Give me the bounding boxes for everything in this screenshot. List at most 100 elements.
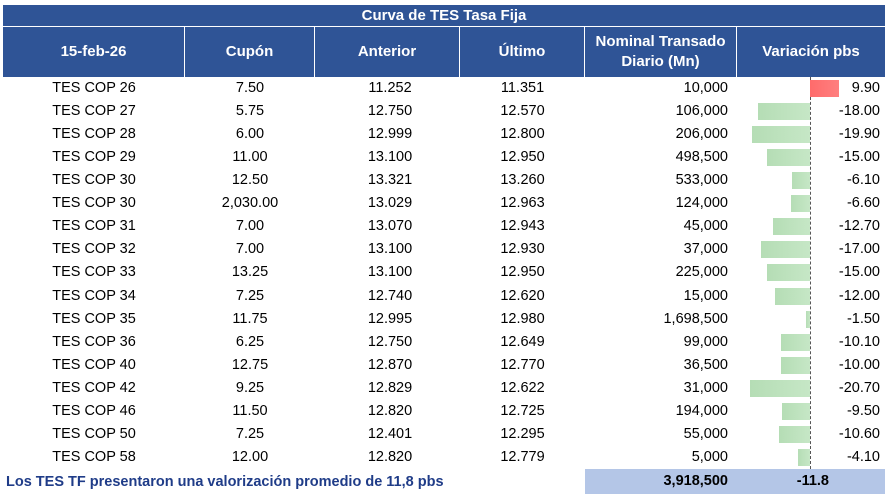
header-cell: Último [460, 27, 585, 77]
variation: -17.00 [838, 241, 880, 258]
bond-name: TES COP 40 [52, 356, 136, 373]
bond-name: TES COP 34 [52, 287, 136, 304]
last: 12.295 [500, 425, 545, 442]
bond-name: TES COP 26 [52, 80, 136, 96]
nominal: 106,000 [675, 103, 728, 120]
bond-name: TES COP 30 [52, 195, 136, 212]
footer-nominal: 3,918,500 [663, 473, 728, 489]
nominal: 10,000 [683, 80, 728, 96]
nominal: 206,000 [675, 126, 728, 143]
variation: -12.70 [838, 218, 880, 235]
previous: 13.100 [367, 241, 413, 258]
nominal: 124,000 [675, 195, 728, 212]
previous: 12.401 [367, 425, 413, 442]
variation: -19.90 [838, 126, 880, 143]
last: 11.351 [500, 80, 545, 96]
variation: -1.50 [846, 310, 880, 327]
variation-bar [773, 218, 810, 236]
variation: -10.10 [838, 333, 880, 350]
bond-name: TES COP 27 [52, 103, 136, 120]
nominal: 498,500 [675, 149, 728, 166]
previous: 12.999 [367, 126, 413, 143]
variation: 9.90 [851, 80, 880, 96]
variation: -15.00 [838, 264, 880, 281]
bond-name: TES COP 50 [52, 425, 136, 442]
last: 12.980 [500, 310, 545, 327]
last: 13.260 [500, 172, 545, 189]
variation-bar [775, 287, 810, 305]
coupon: 11.00 [232, 149, 268, 166]
coupon: 11.50 [232, 402, 268, 419]
nominal: 5,000 [691, 448, 728, 465]
last: 12.620 [500, 287, 545, 304]
header-cell: Anterior [315, 27, 460, 77]
previous: 13.321 [367, 172, 413, 189]
footer-note: Los TES TF presentaron una valorización … [6, 474, 444, 490]
variation-bar [781, 356, 810, 374]
previous: 13.100 [367, 149, 413, 166]
bond-name: TES COP 33 [52, 264, 136, 281]
variation: -15.00 [838, 149, 880, 166]
previous: 12.870 [367, 356, 413, 373]
variation-bar [760, 241, 810, 259]
variation: -10.00 [838, 356, 880, 373]
variation-bar [780, 333, 810, 351]
variation: -6.60 [846, 195, 880, 212]
bond-name: TES COP 42 [52, 379, 136, 396]
header-cell: Cupón [185, 27, 315, 77]
variation: -10.60 [838, 425, 880, 442]
variation-bar [790, 195, 810, 213]
nominal: 225,000 [675, 264, 728, 281]
variation: -4.10 [846, 448, 880, 465]
previous: 12.995 [367, 310, 413, 327]
bond-name: TES COP 30 [52, 172, 136, 189]
variation-bar [782, 402, 810, 420]
coupon: 7.50 [235, 80, 265, 96]
last: 12.779 [500, 448, 545, 465]
nominal: 31,000 [683, 379, 728, 396]
coupon: 9.25 [235, 379, 265, 396]
variation-bar [752, 126, 810, 144]
nominal: 36,500 [683, 356, 728, 373]
variation: -18.00 [838, 103, 880, 120]
nominal: 194,000 [675, 402, 728, 419]
variation: -12.00 [838, 287, 880, 304]
last: 12.950 [500, 264, 545, 281]
nominal: 533,000 [675, 172, 728, 189]
variation: -6.10 [846, 172, 880, 189]
bond-name: TES COP 31 [52, 218, 136, 235]
header-cell: 15-feb-26 [3, 27, 185, 77]
nominal: 45,000 [683, 218, 728, 235]
header-cell: Nominal Transado Diario (Mn) [585, 27, 737, 77]
last: 12.930 [500, 241, 545, 258]
previous: 12.829 [367, 379, 413, 396]
coupon: 2,030.00 [221, 195, 279, 212]
zero-line [810, 77, 811, 469]
coupon: 7.25 [235, 287, 265, 304]
last: 12.950 [500, 149, 545, 166]
bond-name: TES COP 28 [52, 126, 136, 143]
last: 12.622 [500, 379, 545, 396]
last: 12.570 [500, 103, 545, 120]
bond-name: TES COP 35 [52, 310, 136, 327]
variation-bar [779, 425, 810, 443]
coupon: 12.00 [231, 448, 269, 465]
coupon: 7.25 [235, 425, 265, 442]
previous: 13.070 [367, 218, 413, 235]
previous: 12.750 [367, 333, 413, 350]
previous: 11.252 [368, 80, 412, 96]
variation-bar [757, 103, 810, 121]
nominal: 15,000 [683, 287, 728, 304]
last: 12.770 [500, 356, 545, 373]
coupon: 7.00 [235, 218, 265, 235]
last: 12.725 [500, 402, 545, 419]
table-title: Curva de TES Tasa Fija [3, 5, 885, 27]
bond-name: TES COP 58 [52, 448, 136, 465]
coupon: 5.75 [235, 103, 265, 120]
variation-bar [805, 310, 810, 328]
last: 12.800 [500, 126, 545, 143]
variation: -9.50 [846, 402, 880, 419]
bond-name: TES COP 29 [52, 149, 136, 166]
variation-bar [792, 172, 810, 190]
